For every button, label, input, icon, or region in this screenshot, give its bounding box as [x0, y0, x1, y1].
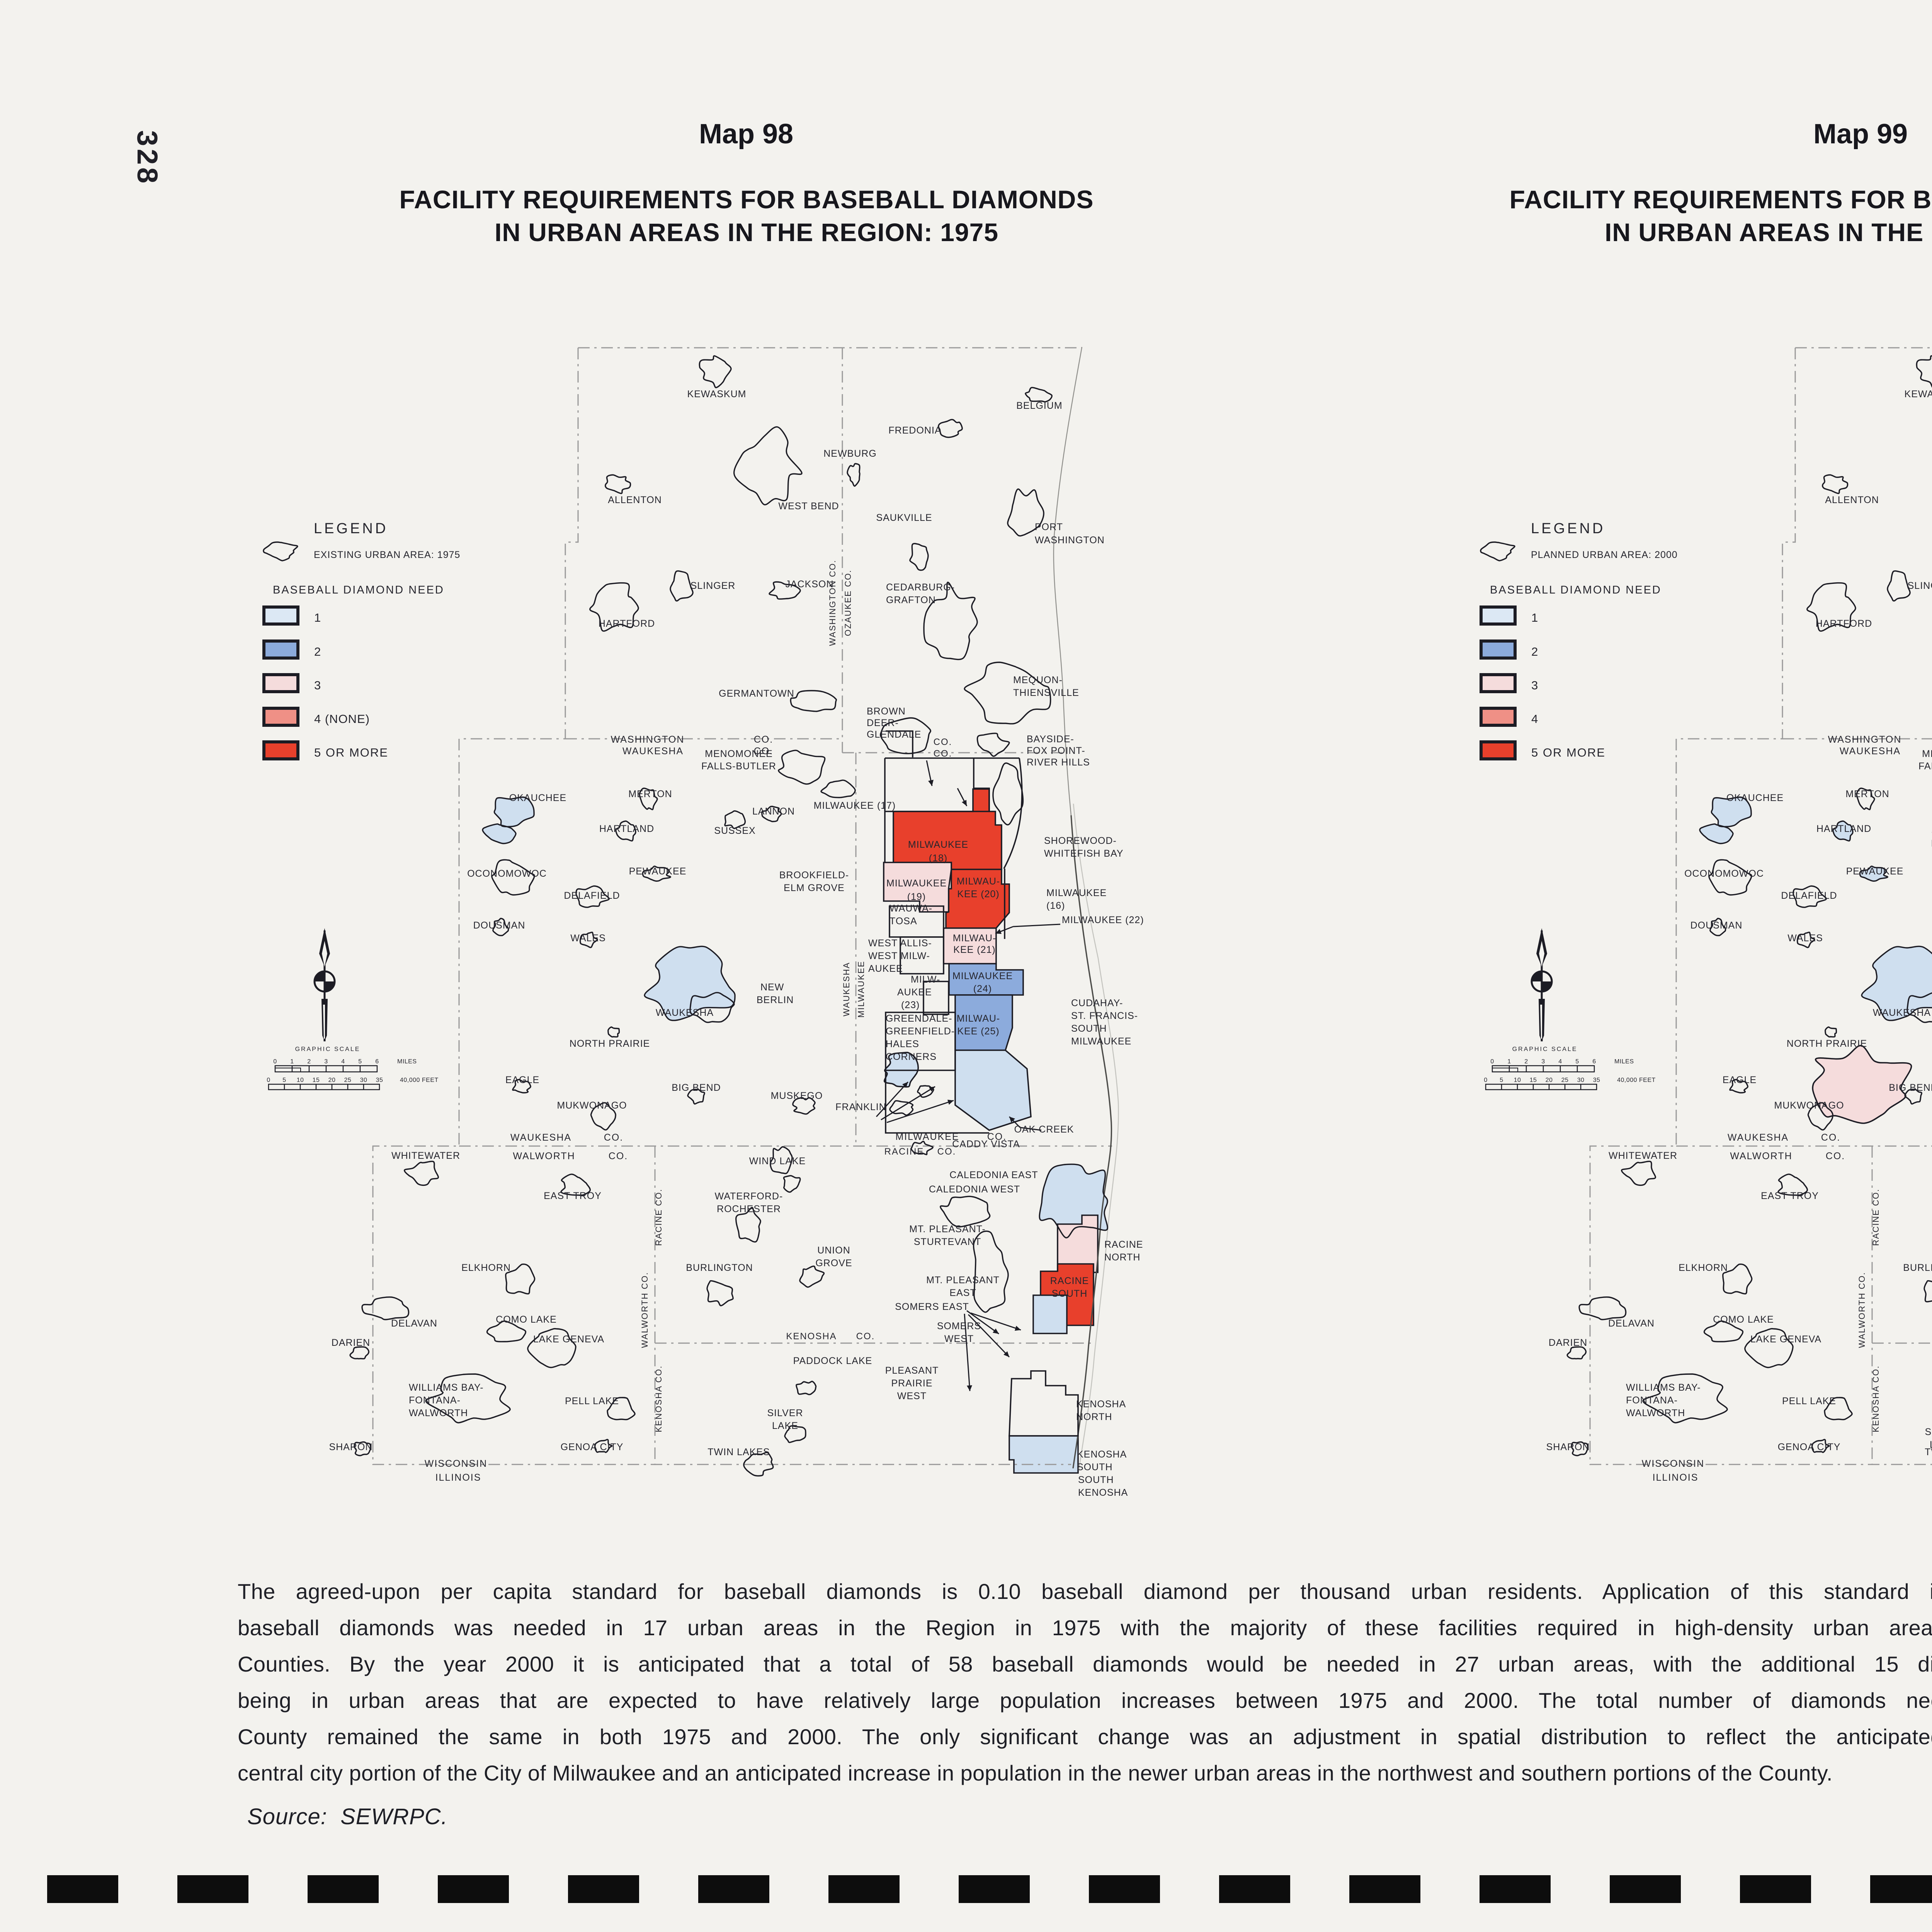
svg-text:4: 4	[1531, 712, 1538, 726]
svg-text:DUPLAIN-: DUPLAIN-	[1931, 838, 1932, 849]
svg-text:WEST: WEST	[944, 1333, 974, 1344]
svg-text:NORTH: NORTH	[1076, 1412, 1112, 1422]
svg-text:SOUTH: SOUTH	[1077, 1462, 1113, 1473]
svg-text:SOMERS: SOMERS	[937, 1321, 981, 1332]
svg-text:EXISTING URBAN AREA: 1975: EXISTING URBAN AREA: 1975	[314, 549, 460, 560]
svg-text:WEST: WEST	[897, 1391, 927, 1401]
svg-text:SOUTH: SOUTH	[1078, 1475, 1114, 1485]
svg-text:KENOSHA: KENOSHA	[1076, 1399, 1126, 1410]
svg-text:SILVER: SILVER	[1925, 1427, 1932, 1437]
svg-text:PLANNED URBAN AREA: 2000: PLANNED URBAN AREA: 2000	[1531, 549, 1678, 560]
svg-text:SILVER: SILVER	[767, 1408, 803, 1418]
svg-text:SOMERS EAST: SOMERS EAST	[895, 1301, 969, 1312]
svg-text:PLEASANT: PLEASANT	[885, 1365, 939, 1376]
svg-text:4 (NONE): 4 (NONE)	[314, 712, 370, 726]
svg-text:KENOSHA: KENOSHA	[1078, 1487, 1128, 1498]
svg-text:PADDOCK LAKE: PADDOCK LAKE	[793, 1355, 872, 1366]
svg-text:LAKE: LAKE	[772, 1420, 798, 1431]
svg-text:PRAIRIE: PRAIRIE	[891, 1378, 932, 1389]
svg-text:KENOSHA: KENOSHA	[1077, 1449, 1127, 1460]
svg-text:LAKE: LAKE	[1930, 1439, 1932, 1450]
